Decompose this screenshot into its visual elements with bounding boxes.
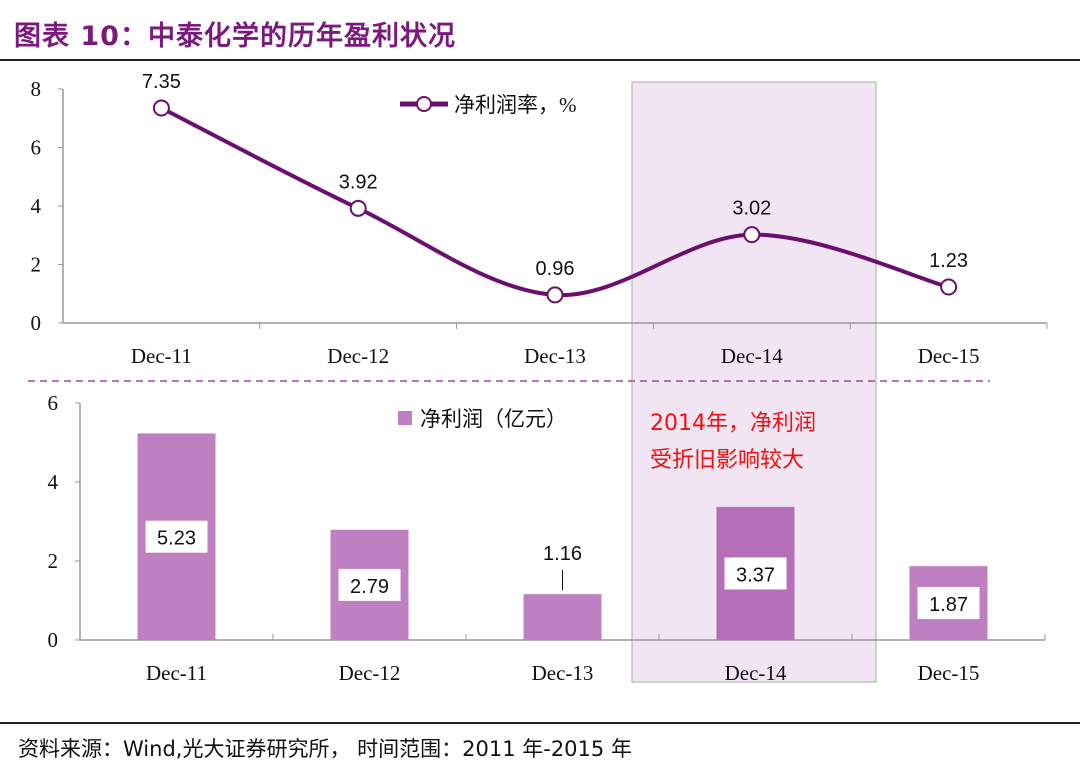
data-label-Dec-12: 3.92 bbox=[339, 171, 378, 193]
x-tick-label-bottom: Dec-13 bbox=[532, 661, 594, 685]
data-label-Dec-11: 7.35 bbox=[142, 71, 181, 93]
figure-title: 图表 10：中泰化学的历年盈利状况 bbox=[14, 21, 456, 52]
annotation-line-1: 2014年，净利润 bbox=[650, 411, 816, 436]
data-point-Dec-13 bbox=[546, 286, 564, 304]
data-label-box-Dec-11 bbox=[145, 520, 208, 553]
y-tick-label-top: 2 bbox=[31, 253, 42, 277]
data-label-box-Dec-15 bbox=[917, 587, 980, 620]
y-tick-label-bottom: 4 bbox=[48, 470, 59, 494]
data-label-Dec-15: 1.87 bbox=[929, 594, 968, 616]
x-tick-label-bottom: Dec-14 bbox=[725, 661, 787, 685]
x-tick-label-bottom: Dec-15 bbox=[918, 661, 980, 685]
y-tick-label-top: 0 bbox=[31, 311, 42, 335]
bar-Dec-13 bbox=[523, 594, 602, 640]
annotation-line-2: 受折旧影响较大 bbox=[650, 448, 804, 473]
top-rule bbox=[0, 59, 1080, 61]
data-label-Dec-13: 1.16 bbox=[543, 543, 582, 565]
y-tick-label-top: 4 bbox=[31, 194, 42, 218]
data-point-Dec-12 bbox=[349, 199, 367, 217]
bottom-rule bbox=[0, 722, 1080, 724]
data-label-Dec-12: 2.79 bbox=[350, 576, 389, 598]
y-tick-label-bottom: 6 bbox=[48, 391, 59, 415]
y-tick-label-top: 8 bbox=[31, 77, 42, 101]
legend-marker-swatch bbox=[416, 96, 432, 112]
x-tick-label-top: Dec-13 bbox=[524, 344, 586, 368]
x-tick-label-bottom: Dec-12 bbox=[339, 661, 401, 685]
data-label-box-Dec-12 bbox=[338, 568, 401, 601]
legend-label-net-margin: 净利润率，% bbox=[454, 93, 577, 117]
data-label-Dec-14: 3.37 bbox=[736, 564, 775, 586]
x-tick-label-top: Dec-15 bbox=[918, 344, 980, 368]
legend-label-net-profit: 净利润（亿元） bbox=[420, 407, 567, 431]
y-tick-label-bottom: 0 bbox=[48, 628, 59, 652]
source-note: 资料来源：Wind,光大证券研究所， 时间范围：2011 年-2015 年 bbox=[18, 737, 632, 761]
data-point-Dec-14 bbox=[743, 226, 761, 244]
data-label-Dec-15: 1.23 bbox=[929, 250, 968, 272]
x-tick-label-top: Dec-11 bbox=[131, 344, 192, 368]
y-tick-label-bottom: 2 bbox=[48, 549, 59, 573]
data-point-Dec-11 bbox=[152, 99, 170, 117]
data-point-Dec-15 bbox=[940, 278, 958, 296]
data-label-box-Dec-14 bbox=[724, 557, 787, 590]
data-label-Dec-14: 3.02 bbox=[732, 198, 771, 220]
legend-bar-swatch bbox=[398, 411, 412, 425]
x-tick-label-top: Dec-14 bbox=[721, 344, 783, 368]
x-tick-label-bottom: Dec-11 bbox=[146, 661, 207, 685]
data-label-Dec-13: 0.96 bbox=[536, 258, 575, 280]
x-tick-label-top: Dec-12 bbox=[327, 344, 389, 368]
y-tick-label-top: 6 bbox=[31, 136, 42, 160]
data-label-Dec-11: 5.23 bbox=[157, 528, 196, 550]
